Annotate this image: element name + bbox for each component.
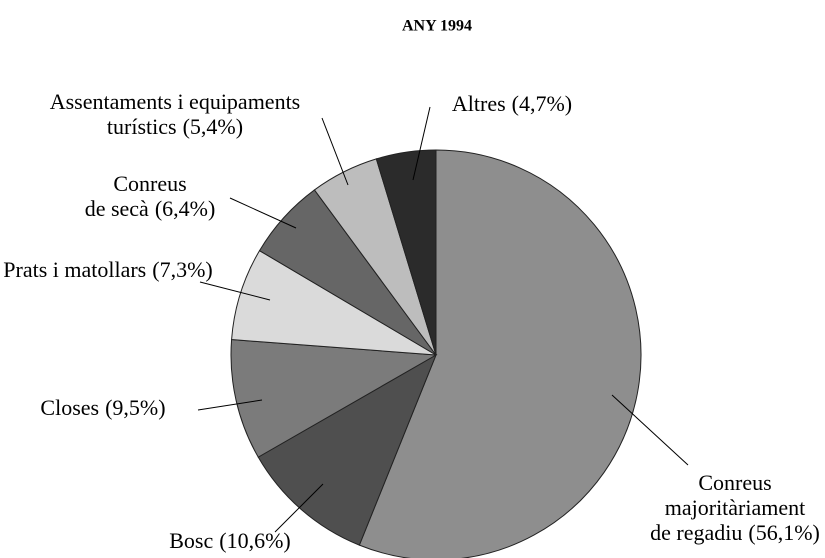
pie-slice: [230, 339, 438, 458]
value-label: (6,4%): [155, 196, 215, 221]
category-label: de secà: [85, 196, 149, 221]
slice-label: Prats i matollars (7,3%): [3, 257, 212, 282]
leader-line: [274, 483, 324, 533]
category-label: Prats i matollars: [3, 257, 146, 282]
category-label: Closes: [40, 395, 99, 420]
leader-line: [412, 106, 431, 181]
category-label: turístics: [107, 114, 177, 139]
slice-label: de regadiu (56,1%): [650, 520, 820, 545]
slice-label: Conreus: [698, 470, 771, 495]
slice-label: Altres (4,7%): [452, 91, 572, 116]
value-label: (10,6%): [219, 528, 290, 553]
leader-line: [199, 281, 271, 301]
leader-line: [229, 197, 297, 229]
pie-slice: [257, 353, 438, 546]
value-label: (5,4%): [183, 114, 243, 139]
slice-label: Assentaments i equipaments: [50, 89, 301, 114]
leader-line: [321, 117, 349, 186]
leader-line: [197, 399, 263, 411]
leader-line: [611, 394, 689, 466]
slice-label: de secà (6,4%): [85, 196, 216, 221]
value-label: (56,1%): [748, 520, 819, 545]
slice-label: majoritàriament: [665, 495, 806, 520]
pie-slice: [358, 149, 642, 558]
slice-label: Bosc (10,6%): [169, 528, 290, 553]
category-label: majoritàriament: [665, 495, 806, 520]
value-label: (4,7%): [512, 91, 572, 116]
value-label: (9,5%): [105, 395, 165, 420]
slice-label: Closes (9,5%): [40, 395, 165, 420]
slice-label: turístics (5,4%): [107, 114, 243, 139]
pie-slice: [375, 149, 437, 356]
category-label: Altres: [452, 91, 506, 116]
value-label: (7,3%): [152, 257, 212, 282]
category-label: de regadiu: [650, 520, 742, 545]
category-label: Bosc: [169, 528, 213, 553]
slice-label: Conreus: [113, 171, 186, 196]
category-label: Conreus: [113, 171, 186, 196]
chart-title: ANY 1994: [402, 18, 472, 35]
category-label: Conreus: [698, 470, 771, 495]
category-label: Assentaments i equipaments: [50, 89, 301, 114]
